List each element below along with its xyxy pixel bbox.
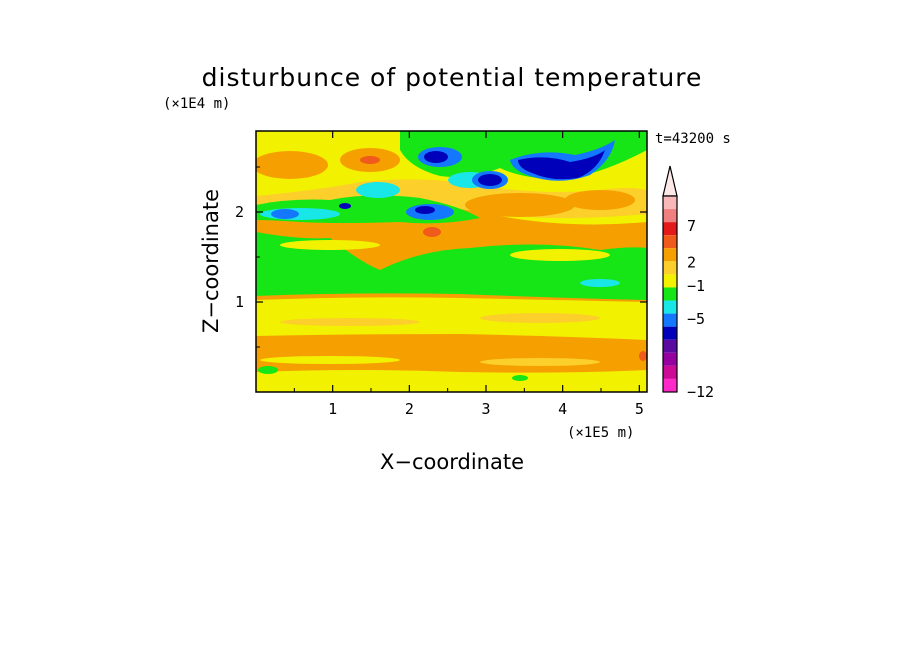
colorbar-bin — [663, 339, 677, 353]
colorbar-bin — [663, 300, 677, 314]
x-multiplier-label: (×1E5 m) — [567, 425, 634, 441]
cyan-patch-1 — [356, 182, 400, 198]
field-mid-green — [256, 232, 647, 300]
colorbar-bin — [663, 313, 677, 327]
darkblue-patch-2 — [478, 174, 502, 186]
colorbar-bin — [663, 261, 677, 275]
colorbar-bin — [663, 378, 677, 392]
patch-red-1 — [423, 227, 441, 237]
y-multiplier-label: (×1E4 m) — [163, 96, 230, 112]
x-axis: 1 2 3 4 5 — [293, 131, 644, 418]
x-axis-label: X−coordinate — [380, 450, 524, 474]
bottom-yellow-1 — [260, 356, 400, 364]
lower-orange-streak-1 — [280, 318, 420, 326]
chart-title: disturbunce of potential temperature — [202, 63, 703, 92]
colorbar-bin — [663, 248, 677, 262]
field-lower-yellow — [256, 297, 647, 340]
patch-orange-1 — [256, 151, 328, 179]
colorbar-label: 7 — [687, 217, 696, 235]
colorbar-bin — [663, 209, 677, 223]
colorbar-label: −5 — [687, 310, 705, 328]
yellow-streak-2 — [510, 249, 610, 261]
y-tick-label: 2 — [235, 203, 244, 221]
colorbar-bin — [663, 326, 677, 340]
bottom-yellow-strip — [256, 370, 647, 392]
colorbar-frame — [662, 195, 678, 393]
colorbar-extend-arrow — [662, 165, 678, 197]
patch-orange-3 — [465, 193, 575, 217]
x-tick-label: 1 — [328, 400, 337, 418]
x-tick-label: 5 — [635, 400, 644, 418]
y-tick-label: 1 — [235, 293, 244, 311]
time-label: t=43200 s — [655, 131, 731, 147]
bottom-green-1 — [258, 366, 278, 374]
darkblue-patch-3 — [518, 150, 605, 180]
bottom-red-1 — [639, 351, 647, 361]
lower-orange-streak-2 — [480, 313, 600, 323]
colorbar-label: −12 — [687, 383, 714, 401]
cyan-streak-1 — [580, 279, 620, 287]
colorbar-label: −1 — [687, 277, 705, 295]
colorbar-bin — [663, 196, 677, 210]
x-tick-label: 3 — [481, 400, 490, 418]
patch-red-2 — [360, 156, 380, 164]
colorbar-bin — [663, 287, 677, 301]
y-axis: 12 — [235, 166, 647, 348]
colorbar-bin — [663, 365, 677, 379]
plot-frame — [255, 130, 648, 393]
darkblue-patch-4 — [415, 206, 435, 214]
colorbar-label: 2 — [687, 254, 696, 272]
bottom-green-2 — [512, 375, 528, 381]
plot-area — [256, 131, 647, 392]
colorbar-bin — [663, 274, 677, 288]
blue-patch-2 — [271, 209, 299, 219]
patch-orange-4 — [565, 190, 635, 210]
colorbar: 7 2 −1 −5 −12 — [662, 165, 714, 401]
colorbar-bin — [663, 352, 677, 366]
bottom-yellow-2 — [480, 358, 600, 366]
colorbar-bin — [663, 222, 677, 236]
darkblue-patch-1 — [424, 151, 448, 163]
darkblue-patch-5 — [339, 203, 351, 209]
colorbar-bin — [663, 235, 677, 249]
yellow-streak-1 — [280, 240, 380, 250]
x-tick-label: 4 — [558, 400, 567, 418]
y-axis-label: Z−coordinate — [199, 189, 223, 333]
x-tick-label: 2 — [405, 400, 414, 418]
